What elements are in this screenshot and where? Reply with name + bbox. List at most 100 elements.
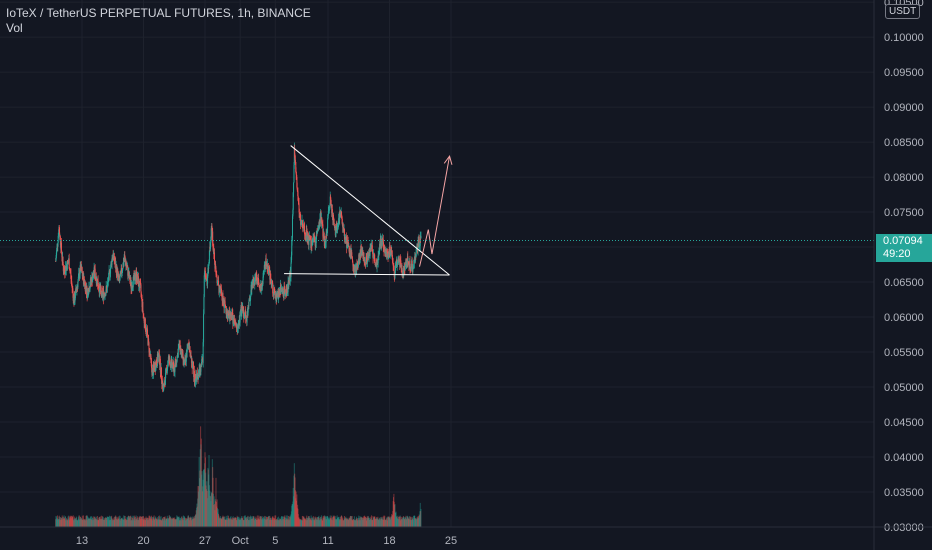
- volume-bar: [372, 519, 374, 527]
- candle-body: [174, 360, 176, 363]
- volume-bar: [103, 519, 105, 527]
- candle-body: [292, 192, 294, 210]
- volume-bar: [279, 519, 281, 527]
- volume-bar: [304, 519, 306, 527]
- candle-body: [321, 222, 323, 225]
- candle-body: [243, 310, 245, 318]
- volume-bar: [366, 517, 368, 527]
- candle-body: [178, 346, 180, 350]
- volume-bar: [379, 520, 381, 527]
- volume-bar: [155, 519, 157, 527]
- candle-body: [400, 260, 402, 268]
- volume-bar: [145, 517, 147, 527]
- candle-body: [244, 312, 246, 316]
- volume-bar: [64, 516, 66, 527]
- candle-body: [157, 356, 159, 362]
- candle-body: [304, 234, 306, 236]
- volume-bar: [376, 517, 378, 527]
- candle-body: [326, 227, 328, 232]
- candle-body: [345, 236, 347, 241]
- candle-body: [348, 244, 349, 248]
- volume-bar: [389, 517, 390, 527]
- candle-body: [119, 271, 121, 276]
- candle-body: [338, 218, 340, 224]
- candle-body: [197, 374, 199, 380]
- candle-body: [335, 231, 337, 236]
- candle-body: [294, 159, 296, 163]
- volume-bar: [95, 518, 97, 527]
- volume-bar: [385, 519, 387, 527]
- candle-body: [117, 271, 119, 277]
- volume-bar: [178, 516, 180, 527]
- volume-bar: [323, 515, 325, 527]
- volume-bar: [78, 515, 80, 527]
- volume-bar: [263, 518, 265, 527]
- volume-bar: [184, 517, 186, 527]
- volume-bar: [384, 519, 386, 527]
- volume-bar: [113, 517, 115, 527]
- candle-body: [212, 245, 214, 250]
- last-price-value: 0.07094: [883, 235, 923, 247]
- candle-body: [382, 237, 384, 242]
- candle-body: [316, 232, 318, 235]
- candle-body: [173, 362, 175, 366]
- volume-bar: [75, 519, 77, 527]
- volume-bar: [288, 520, 290, 527]
- volume-bar: [263, 517, 265, 527]
- candle-body: [152, 364, 154, 376]
- candle-body: [129, 275, 131, 283]
- volume-bar: [267, 516, 269, 527]
- volume-bar: [325, 516, 327, 527]
- candle-body: [103, 293, 105, 295]
- time-tick-label: 25: [445, 535, 457, 547]
- volume-bar: [414, 519, 416, 527]
- volume-bar: [141, 519, 143, 527]
- candle-body: [176, 361, 178, 363]
- volume-bar: [339, 518, 341, 527]
- volume-bar: [67, 516, 69, 527]
- volume-bar: [85, 518, 87, 527]
- candle-body: [79, 274, 81, 278]
- volume-bar: [378, 520, 380, 527]
- volume-bar: [397, 518, 399, 527]
- candle-body: [99, 283, 101, 288]
- candle-body: [309, 236, 311, 238]
- candle-body: [300, 224, 302, 226]
- candle-body: [164, 372, 166, 385]
- candle-body: [324, 239, 326, 248]
- volume-bar: [354, 520, 356, 527]
- volume-bar: [415, 519, 417, 527]
- volume-bar: [334, 515, 336, 527]
- volume-bar: [343, 518, 345, 527]
- candle-body: [245, 311, 247, 319]
- candle-body: [68, 258, 70, 269]
- volume-bar: [173, 518, 175, 527]
- volume-bar: [160, 520, 162, 527]
- volume-bar: [279, 519, 281, 527]
- volume-bar: [291, 505, 293, 527]
- volume-bar: [253, 520, 255, 527]
- volume-bar: [88, 518, 90, 527]
- volume-bar: [238, 517, 240, 527]
- candle-body: [204, 270, 206, 280]
- candle-body: [70, 278, 72, 282]
- candle-body: [324, 245, 326, 248]
- candle-body: [220, 288, 222, 296]
- volume-bar: [272, 518, 274, 527]
- candle-body: [148, 342, 150, 353]
- volume-bar: [128, 518, 130, 527]
- candle-body: [270, 277, 272, 283]
- currency-badge[interactable]: USDT: [885, 4, 921, 19]
- volume-bar: [251, 518, 253, 527]
- volume-bar: [67, 519, 69, 527]
- bar-countdown: 49:20: [883, 248, 911, 260]
- volume-bar: [242, 520, 244, 527]
- volume-bar: [296, 500, 298, 527]
- volume-bar: [296, 494, 298, 527]
- volume-bar: [374, 516, 376, 527]
- volume-bar: [65, 519, 67, 527]
- volume-bars: [55, 426, 422, 527]
- candle-body: [395, 264, 397, 267]
- candle-body: [195, 373, 197, 379]
